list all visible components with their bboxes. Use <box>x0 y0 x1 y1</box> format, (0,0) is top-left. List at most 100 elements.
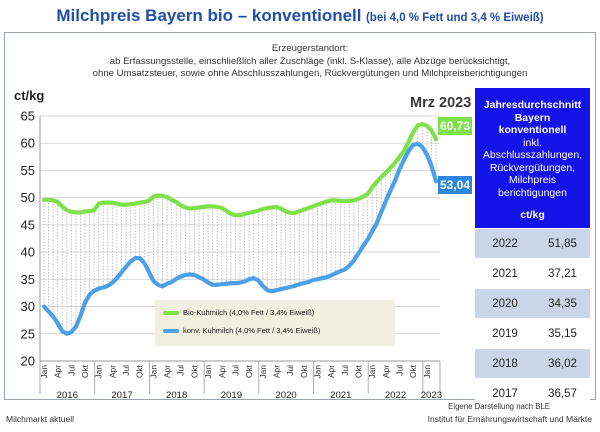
year-label: 2020 <box>275 390 296 401</box>
annual-average-title: konventionell <box>498 124 567 136</box>
x-tick-label: Jul <box>66 365 76 376</box>
annual-average-header: Jahresdurchschnitt Bayern konventionell … <box>475 88 590 228</box>
x-tick-label: Okt <box>244 364 254 378</box>
x-tick-label: Okt <box>135 364 145 378</box>
x-tick-label: Apr <box>217 365 227 378</box>
row-year: 2019 <box>492 327 518 340</box>
y-tick-label: 55 <box>21 163 35 178</box>
annual-average-row: 2020 34,35 <box>475 289 590 318</box>
konv-series-line <box>41 141 439 336</box>
legend-swatch-bio <box>163 311 179 316</box>
y-tick-label: 40 <box>21 245 35 260</box>
bio-latest-value-badge: 60,73 <box>438 117 472 135</box>
y-tick-label: 30 <box>21 299 35 314</box>
x-tick-label: Jul <box>395 365 405 376</box>
row-value: 35,15 <box>548 327 577 340</box>
row-value: 36,02 <box>548 357 577 370</box>
y-axis-unit: ct/kg <box>14 88 45 103</box>
row-year: 2018 <box>492 357 518 370</box>
title-main: Milchpreis Bayern bio – konventionell <box>56 6 362 25</box>
annual-average-title: Jahresdurchschnitt <box>483 99 582 111</box>
source-note-line: ab Erfassungsstelle, einschließlich alle… <box>109 55 511 67</box>
x-tick-label: Okt <box>299 364 309 378</box>
annual-average-unit: ct/kg <box>520 209 545 221</box>
x-tick-label: Jul <box>340 365 350 376</box>
source-note-line: ohne Umsatzsteuer, sowie ohne Abschlussz… <box>92 68 528 79</box>
x-tick-label: Okt <box>408 364 418 378</box>
x-tick-label: Jan <box>39 365 49 379</box>
year-label: 2016 <box>57 390 78 401</box>
row-year: 2022 <box>492 237 518 250</box>
source-note: Erzeugerstandort: ab Erfassungsstelle, e… <box>40 43 580 81</box>
legend-swatch-konv <box>163 329 179 334</box>
annual-average-note: inkl. <box>523 136 542 149</box>
legend-item-konv: konv. Kuhmilch (4,0% Fett / 3,4% Eiweiß) <box>163 326 320 335</box>
annual-average-note: Milchpreis <box>508 174 557 186</box>
legend-label-bio: Bio-Kuhmilch (4,0% Fett / 3,4% Eiweiß) <box>183 308 315 317</box>
x-tick-label: Jul <box>285 365 295 376</box>
annual-average-title: Bayern <box>514 111 551 124</box>
source-note-line: Erzeugerstandort: <box>271 43 349 54</box>
x-tick-label: Jul <box>121 365 131 376</box>
x-tick-label: Okt <box>354 364 364 378</box>
x-tick-label: Jan <box>313 365 323 379</box>
x-tick-label: Jan <box>148 365 158 379</box>
title-subtitle: (bei 4,0 % Fett und 3,4 % Eiweiß) <box>365 12 544 24</box>
row-year: 2021 <box>492 267 518 280</box>
year-label: 2021 <box>330 390 351 401</box>
x-tick-label: Jan <box>203 365 213 379</box>
x-tick-label: Apr <box>381 365 391 378</box>
row-year: 2020 <box>492 297 518 310</box>
year-label: 2017 <box>111 390 132 401</box>
annual-average-row: 2017 36,57 <box>475 379 590 408</box>
x-tick-label: Jan <box>367 365 377 379</box>
x-tick-label: Okt <box>80 364 90 378</box>
chart-frame <box>4 32 596 400</box>
annual-average-note: berichtigungen <box>498 186 567 199</box>
x-tick-label: Apr <box>162 365 172 378</box>
year-label: 2022 <box>385 390 406 401</box>
annual-average-row: 2022 51,85 <box>475 229 590 258</box>
y-tick-label: 20 <box>21 354 35 369</box>
legend-label-konv: konv. Kuhmilch (4,0% Fett / 3,4% Eiweiß) <box>183 326 321 335</box>
bio-series-line <box>41 122 439 218</box>
x-tick-label: Jul <box>230 365 240 376</box>
row-value: 51,85 <box>548 237 577 250</box>
x-tick-label: Okt <box>189 364 199 378</box>
annual-average-row: 2021 37,21 <box>475 259 590 288</box>
year-label: 2019 <box>221 390 242 401</box>
y-tick-label: 60 <box>21 136 35 151</box>
x-tick-label: Apr <box>53 365 63 378</box>
x-tick-label: Jan <box>422 365 432 379</box>
y-tick-label: 45 <box>21 217 35 232</box>
annual-average-row: 2018 36,02 <box>475 349 590 378</box>
y-tick-label: 65 <box>21 109 35 124</box>
chart-legend: Bio-Kuhmilch (4,0% Fett / 3,4% Eiweiß) k… <box>155 300 395 346</box>
x-tick-label: Apr <box>326 365 336 378</box>
chart-credit: Eigene Darstellung nach BLE <box>448 402 550 411</box>
annual-average-table: 2022 51,85 2021 37,21 2020 34,35 2019 35… <box>475 229 590 409</box>
footer-publication: Milchmarkt aktuell <box>6 414 75 424</box>
footer-institute: Institut für Ernährungswirtschaft und Mä… <box>427 414 592 424</box>
legend-item-bio: Bio-Kuhmilch (4,0% Fett / 3,4% Eiweiß) <box>163 308 314 317</box>
y-tick-label: 25 <box>21 326 35 341</box>
row-year: 2017 <box>492 387 518 400</box>
row-value: 36,57 <box>548 387 577 400</box>
y-tick-label: 35 <box>21 272 35 287</box>
x-tick-label: Jul <box>176 365 186 376</box>
year-label: 2023 <box>421 390 442 401</box>
annual-average-note: Rückvergütungen, <box>489 161 576 174</box>
row-value: 37,21 <box>548 267 577 280</box>
chart-title: Milchpreis Bayern bio – konventionell (b… <box>0 6 600 26</box>
annual-average-row: 2019 35,15 <box>475 319 590 348</box>
x-tick-label: Jan <box>94 365 104 379</box>
konv-latest-value-badge: 53,04 <box>438 176 472 194</box>
x-tick-label: Apr <box>272 365 282 378</box>
y-tick-label: 50 <box>21 190 35 205</box>
year-label: 2018 <box>166 390 187 401</box>
row-value: 34,35 <box>548 297 577 310</box>
period-label: Mrz 2023 <box>410 95 472 111</box>
annual-average-note: Abschlusszahlungen, <box>482 149 583 161</box>
x-tick-label: Apr <box>107 365 117 378</box>
